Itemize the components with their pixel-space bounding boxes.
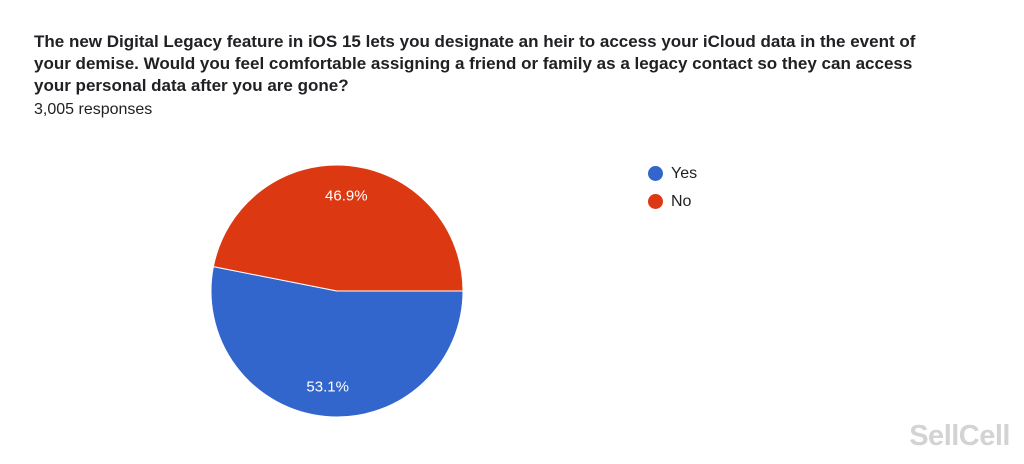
legend-item-no: No: [648, 190, 697, 213]
legend-swatch-no: [648, 194, 663, 209]
sellcell-watermark: SellCell: [909, 420, 1010, 452]
legend-swatch-yes: [648, 166, 663, 181]
response-count: 3,005 responses: [34, 101, 153, 118]
legend-label-no: No: [671, 192, 692, 210]
chart-title: The new Digital Legacy feature in iOS 15…: [34, 32, 916, 95]
slice-label-yes: 53.1%: [306, 378, 349, 395]
legend-label-yes: Yes: [671, 164, 698, 182]
legend: Yes No: [648, 162, 697, 218]
slice-label-no: 46.9%: [325, 188, 368, 205]
legend-item-yes: Yes: [648, 162, 697, 185]
pie-slice-yes: [210, 266, 464, 418]
pie-slice-no: [212, 164, 464, 292]
